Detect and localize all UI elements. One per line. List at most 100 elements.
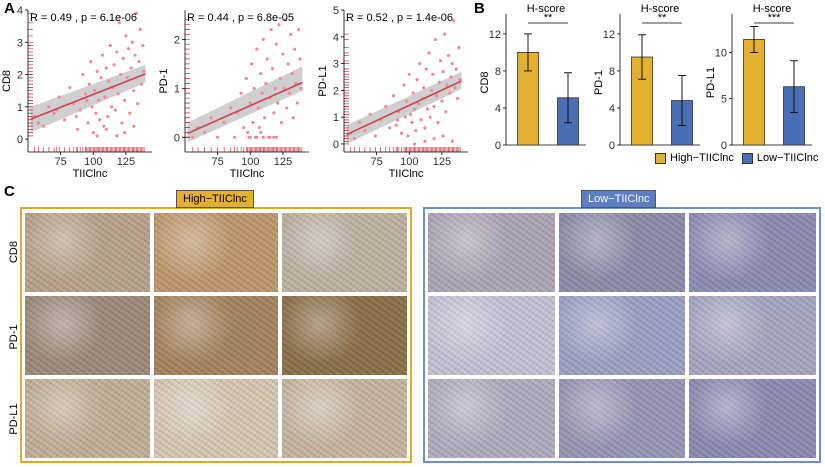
data-point: [259, 130, 263, 135]
ihc-tile-high-6: [282, 296, 407, 375]
data-point: [274, 135, 278, 139]
data-point: [441, 70, 445, 74]
bar: [743, 39, 765, 146]
legend-swatch-low: [741, 152, 753, 164]
data-point: [269, 27, 273, 32]
data-point: [392, 94, 396, 98]
data-point: [291, 116, 295, 120]
data-point: [52, 111, 56, 115]
data-point: [117, 21, 121, 25]
confidence-band: [187, 66, 303, 143]
y-tick-label: 12: [603, 29, 615, 41]
data-point: [120, 121, 124, 125]
data-point: [255, 135, 259, 139]
data-point: [248, 101, 252, 105]
ihc-tile-high-2: [153, 213, 279, 292]
y-axis-label: PD-1: [158, 68, 170, 93]
data-point: [113, 108, 118, 112]
ihc-tile-low-6: [689, 296, 816, 375]
data-point: [431, 72, 435, 76]
ihc-row-label-cd8: CD8: [8, 241, 20, 264]
data-point: [138, 27, 142, 31]
data-point: [141, 43, 145, 48]
data-point: [432, 137, 436, 141]
data-point: [437, 80, 441, 84]
data-point: [116, 92, 120, 96]
data-point: [112, 63, 116, 67]
data-point: [42, 124, 46, 128]
data-point: [438, 59, 443, 63]
ihc-tile-low-2: [558, 213, 686, 292]
data-point: [256, 106, 260, 110]
data-point: [81, 72, 85, 77]
data-point: [453, 86, 457, 90]
data-point: [122, 98, 127, 102]
data-point: [412, 142, 417, 146]
scatter-plot-pd1: 75 100 125 0 1 2 TIIClnc PD-1 R = 0.44 , p = 6.8…: [158, 10, 309, 178]
ihc-tile-low-3: [689, 213, 816, 292]
data-point: [442, 32, 447, 36]
data-point: [455, 96, 460, 101]
data-point: [283, 18, 288, 22]
data-point: [384, 104, 388, 109]
data-point: [129, 66, 133, 70]
data-point: [104, 127, 108, 132]
x-axis-label: TIIClnc: [389, 168, 424, 178]
data-point: [281, 52, 285, 56]
data-point: [411, 91, 415, 95]
ihc-tile-low-9: [689, 379, 816, 458]
data-point: [139, 82, 144, 86]
data-point: [248, 135, 252, 139]
y-tick-label: 5: [333, 5, 339, 17]
y-tick-label: 4: [333, 32, 339, 44]
data-point: [57, 95, 61, 99]
panel-label-a: A: [4, 0, 15, 17]
data-point: [452, 19, 456, 23]
data-point: [260, 91, 264, 95]
data-point: [412, 107, 417, 111]
data-point: [94, 111, 98, 115]
data-point: [410, 120, 414, 125]
data-point: [289, 32, 293, 37]
ihc-tile-high-5: [153, 296, 279, 375]
data-point: [47, 105, 51, 109]
data-point: [449, 75, 453, 79]
data-point: [427, 51, 431, 55]
y-tick-label: 0: [609, 140, 615, 152]
ihc-tile-high-4: [25, 296, 150, 375]
data-point: [261, 135, 265, 139]
data-point: [103, 95, 107, 99]
data-point: [435, 94, 439, 98]
data-point: [133, 53, 137, 57]
data-point: [425, 107, 430, 111]
legend-swatch-high: [655, 152, 666, 164]
y-tick-label: 4: [17, 5, 23, 17]
y-tick-label: 12: [489, 29, 501, 41]
y-tick-label: 1: [333, 112, 339, 124]
ihc-low-tag: Low−TIIClnc: [581, 190, 657, 208]
data-point: [115, 134, 119, 138]
legend: High−TIIClnc Low−TIIClnc: [655, 152, 818, 164]
data-point: [68, 85, 72, 90]
data-point: [142, 69, 146, 73]
data-point: [293, 47, 297, 51]
data-point: [74, 114, 78, 119]
data-point: [358, 120, 362, 125]
data-point: [122, 131, 127, 135]
data-point: [268, 135, 272, 139]
data-point: [405, 99, 409, 103]
data-point: [277, 23, 281, 27]
ihc-tile-high-8: [153, 379, 279, 458]
data-point: [209, 116, 213, 120]
ihc-tile-high-9: [282, 379, 407, 458]
data-point: [373, 134, 377, 138]
y-tick-label: 2: [17, 70, 23, 82]
data-point: [424, 67, 428, 71]
y-axis-label: PD-L1: [317, 65, 329, 96]
data-point: [418, 61, 422, 66]
data-point: [242, 125, 246, 130]
data-point: [423, 139, 427, 143]
data-point: [265, 57, 269, 61]
data-point: [423, 126, 427, 130]
data-point: [95, 69, 99, 73]
